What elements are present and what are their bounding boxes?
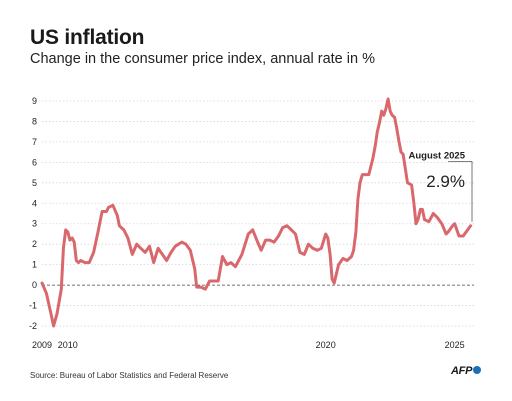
chart-title: US inflation xyxy=(30,26,145,49)
y-tick-label: 7 xyxy=(32,137,37,147)
x-tick-label: 2025 xyxy=(445,340,465,350)
x-tick-label: 2010 xyxy=(58,340,78,350)
y-tick-label: 6 xyxy=(32,157,37,167)
y-tick-label: 8 xyxy=(32,116,37,126)
annotation-value: 2.9% xyxy=(426,172,465,191)
x-tick-label: 2009 xyxy=(32,340,52,350)
annotation-date: August 2025 xyxy=(409,150,466,161)
y-tick-label: 5 xyxy=(32,178,37,188)
x-tick-label: 2020 xyxy=(316,340,336,350)
source-note: Source: Bureau of Labor Statistics and F… xyxy=(30,371,229,380)
afp-logo-dot xyxy=(473,366,482,374)
y-tick-label: 2 xyxy=(32,239,37,249)
y-tick-label: 4 xyxy=(32,198,37,208)
latest-value-annotation: August 2025 2.9% xyxy=(409,150,473,222)
inflation-series-line xyxy=(40,97,473,328)
chart-subtitle: Change in the consumer price index, annu… xyxy=(30,51,375,67)
afp-logo: AFP xyxy=(451,365,482,377)
y-axis-ticks: 9 8 7 6 5 4 3 2 1 0 -1 -2 xyxy=(29,96,37,331)
y-tick-label: 9 xyxy=(32,96,37,106)
y-tick-label: 0 xyxy=(32,280,37,290)
y-tick-label: 3 xyxy=(32,219,37,229)
y-tick-label: -1 xyxy=(29,301,37,311)
grid-lines xyxy=(42,100,474,327)
x-axis-ticks: 2009 2010 2020 2025 xyxy=(32,340,465,350)
afp-logo-text: AFP xyxy=(451,365,473,377)
y-tick-label: 1 xyxy=(32,260,37,270)
y-tick-label: -2 xyxy=(29,321,37,331)
